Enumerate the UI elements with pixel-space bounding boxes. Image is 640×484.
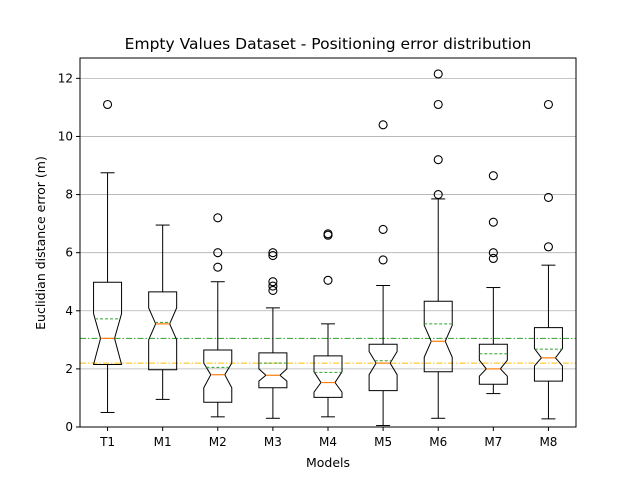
- y-tick-label: 2: [65, 362, 73, 376]
- box-M4: [313, 355, 343, 398]
- x-tick-label: M2: [209, 435, 227, 449]
- outlier-point: [378, 255, 388, 265]
- outlier-point: [488, 217, 498, 227]
- y-tick-label: 0: [65, 420, 73, 434]
- outlier-point: [378, 120, 388, 130]
- outlier-point: [213, 213, 223, 223]
- outlier-point: [323, 275, 333, 285]
- box-T1: [92, 281, 123, 366]
- x-tick-label: M4: [319, 435, 337, 449]
- x-tick-label: M5: [374, 435, 392, 449]
- y-tick-label: 6: [65, 246, 73, 260]
- outlier-point: [488, 253, 498, 264]
- outlier-point: [433, 99, 443, 110]
- box-M5: [368, 343, 398, 392]
- outlier-point: [433, 190, 443, 200]
- x-tick-label: M8: [539, 435, 557, 449]
- outlier-point: [433, 69, 443, 79]
- box-M6: [423, 300, 453, 373]
- y-axis-label: Euclidian distance error (m): [33, 156, 48, 330]
- box-M2: [203, 349, 233, 403]
- box-M3: [258, 352, 288, 389]
- outlier-point: [268, 248, 278, 258]
- outlier-point: [103, 99, 113, 110]
- x-axis-label: Models: [306, 455, 350, 470]
- y-tick-label: 10: [58, 129, 73, 143]
- outlier-point: [543, 242, 553, 252]
- box-M8: [533, 327, 563, 382]
- x-tick-label: M3: [264, 435, 282, 449]
- box-M7: [478, 343, 508, 385]
- plot-frame: [79, 57, 577, 428]
- x-tick-label: M1: [154, 435, 172, 449]
- outlier-point: [213, 248, 223, 258]
- x-tick-label: M7: [484, 435, 502, 449]
- outlier-point: [488, 171, 498, 181]
- outlier-point: [378, 224, 388, 234]
- x-tick-label: T1: [99, 435, 115, 449]
- chart-title: Empty Values Dataset - Positioning error…: [125, 35, 532, 53]
- y-tick-label: 4: [65, 304, 73, 318]
- outlier-point: [268, 281, 278, 291]
- y-tick-label: 12: [58, 71, 73, 85]
- outlier-point: [213, 262, 223, 272]
- outlier-point: [543, 192, 553, 203]
- outlier-point: [268, 277, 278, 287]
- x-tick-label: M6: [429, 435, 447, 449]
- outlier-point: [268, 285, 278, 295]
- outlier-point: [543, 99, 553, 110]
- outlier-point: [323, 229, 333, 239]
- box-M1: [148, 291, 178, 371]
- outlier-point: [433, 155, 443, 165]
- outlier-point: [268, 251, 278, 261]
- outlier-point: [488, 248, 498, 258]
- y-tick-label: 8: [65, 188, 73, 202]
